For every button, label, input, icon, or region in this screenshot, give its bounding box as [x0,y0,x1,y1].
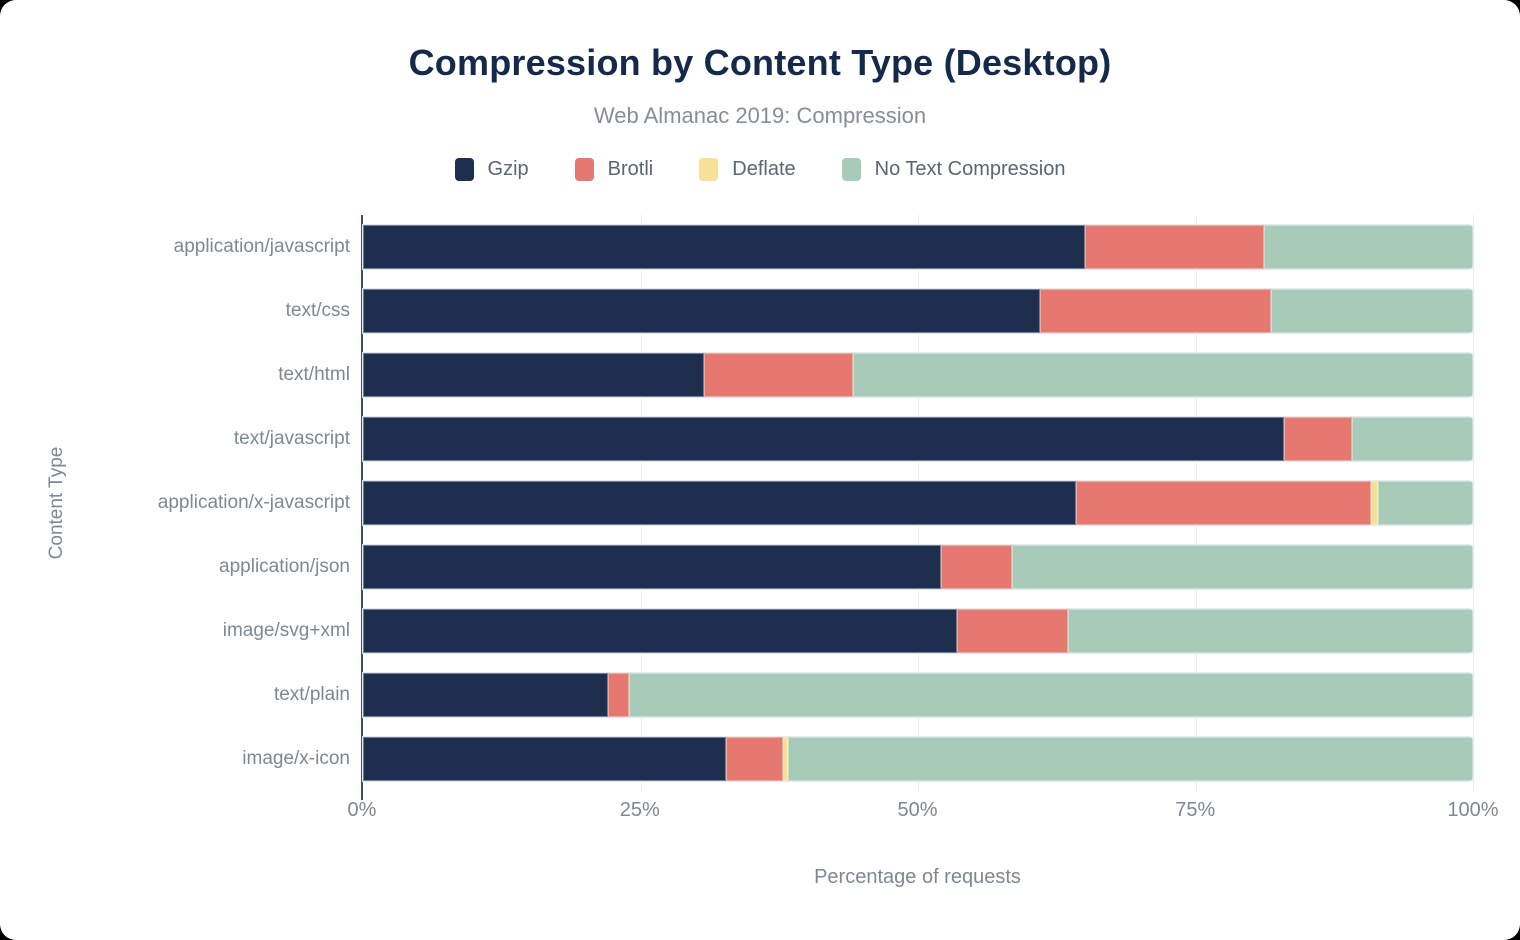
bar-segment-brotli[interactable] [1040,289,1271,333]
bar-row-text-css [363,279,1473,343]
legend-item-gzip[interactable]: Gzip [454,158,529,181]
plot-area [361,215,1474,800]
y-label-application-javascript: application/javascript [173,236,350,257]
chart-subtitle: Web Almanac 2019: Compression [593,103,927,128]
x-tick-label-100: 100% [1447,799,1499,821]
bar-row-application-javascript [363,215,1473,279]
y-label-application-x-javascript: application/x-javascript [157,492,350,513]
legend: Gzip Brotli Deflate No Text Compression [0,158,1520,181]
bar-segment-brotli[interactable] [703,353,853,397]
bar-segment-no-text-compression[interactable] [1352,417,1473,461]
bar-application-json [363,545,1473,589]
x-tick-label-25: 25% [619,799,660,821]
bar-segment-no-text-compression[interactable] [1270,289,1473,333]
bar-segment-brotli[interactable] [1084,225,1265,269]
bar-text-css [363,289,1473,333]
y-axis-title: Content Type [46,446,67,560]
y-label-text-css: text/css [285,300,350,321]
x-tick-label-50: 50% [897,799,938,821]
bar-segment-no-text-compression[interactable] [1264,225,1473,269]
bar-row-application-x-javascript [363,471,1473,535]
bar-segment-gzip[interactable] [363,481,1076,525]
bar-image-x-icon [363,737,1473,781]
bar-segment-no-text-compression[interactable] [1377,481,1473,525]
gridline-100 [1473,215,1474,791]
bar-segment-gzip[interactable] [363,417,1285,461]
bar-row-image-svg-xml [363,599,1473,663]
bar-segment-no-text-compression[interactable] [1067,609,1473,653]
y-label-text-plain: text/plain [273,684,350,705]
legend-swatch-brotli [574,158,594,181]
legend-swatch-no-text-compression [841,158,861,181]
bar-segment-gzip[interactable] [363,225,1085,269]
bar-segment-gzip[interactable] [363,289,1041,333]
legend-item-deflate[interactable]: Deflate [699,158,796,181]
legend-label: Deflate [732,158,796,180]
x-axis-ticks: 0% 25% 50% 75% 100% [0,799,1499,825]
legend-item-brotli[interactable]: Brotli [574,158,654,181]
bar-segment-no-text-compression[interactable] [852,353,1473,397]
bar-segment-gzip[interactable] [363,353,704,397]
bar-text-html [363,353,1473,397]
bar-text-plain [363,673,1473,717]
bar-text-javascript [363,417,1473,461]
bar-segment-brotli[interactable] [725,737,783,781]
y-label-application-json: application/json [219,556,350,577]
y-label-image-svg-xml: image/svg+xml [222,620,350,641]
y-label-text-html: text/html [278,364,350,385]
bar-segment-brotli[interactable] [941,545,1013,589]
bar-application-x-javascript [363,481,1473,525]
bar-segment-no-text-compression[interactable] [788,737,1473,781]
bar-application-javascript [363,225,1473,269]
y-axis-labels: application/javascript text/css text/html t… [0,215,361,791]
bar-segment-brotli[interactable] [956,609,1068,653]
bar-segment-brotli[interactable] [1075,481,1371,525]
legend-label: Gzip [487,158,529,180]
bar-image-svg-xml [363,609,1473,653]
bar-row-text-html [363,343,1473,407]
bar-segment-brotli[interactable] [1284,417,1352,461]
x-axis-zero-tick [361,791,363,800]
x-axis-title: Percentage of requests [814,866,1021,888]
bar-segment-no-text-compression[interactable] [1012,545,1473,589]
bar-row-application-json [363,535,1473,599]
y-label-text-javascript: text/javascript [233,428,350,449]
bar-row-text-plain [363,663,1473,727]
bar-row-image-x-icon [363,727,1473,791]
chart-title: Compression by Content Type (Desktop) [408,42,1112,83]
bar-row-text-javascript [363,407,1473,471]
legend-swatch-gzip [454,158,474,181]
bar-segment-no-text-compression[interactable] [629,673,1473,717]
bar-segment-gzip[interactable] [363,673,609,717]
bar-segment-deflate[interactable] [782,737,789,781]
legend-label: No Text Compression [874,158,1066,180]
bar-segment-deflate[interactable] [1370,481,1378,525]
legend-label: Brotli [607,158,654,180]
chart-body: application/javascript text/css text/html t… [0,215,1474,800]
x-tick-label-75: 75% [1175,799,1216,821]
legend-item-no-text-compression[interactable]: No Text Compression [841,158,1066,181]
x-tick-label-0: 0% [347,799,377,821]
y-label-image-x-icon: image/x-icon [242,748,350,769]
bar-segment-gzip[interactable] [363,545,942,589]
bar-segment-brotli[interactable] [608,673,630,717]
bar-segment-gzip[interactable] [363,737,726,781]
bar-segment-gzip[interactable] [363,609,957,653]
bar-rows [363,215,1473,791]
legend-swatch-deflate [699,158,719,181]
